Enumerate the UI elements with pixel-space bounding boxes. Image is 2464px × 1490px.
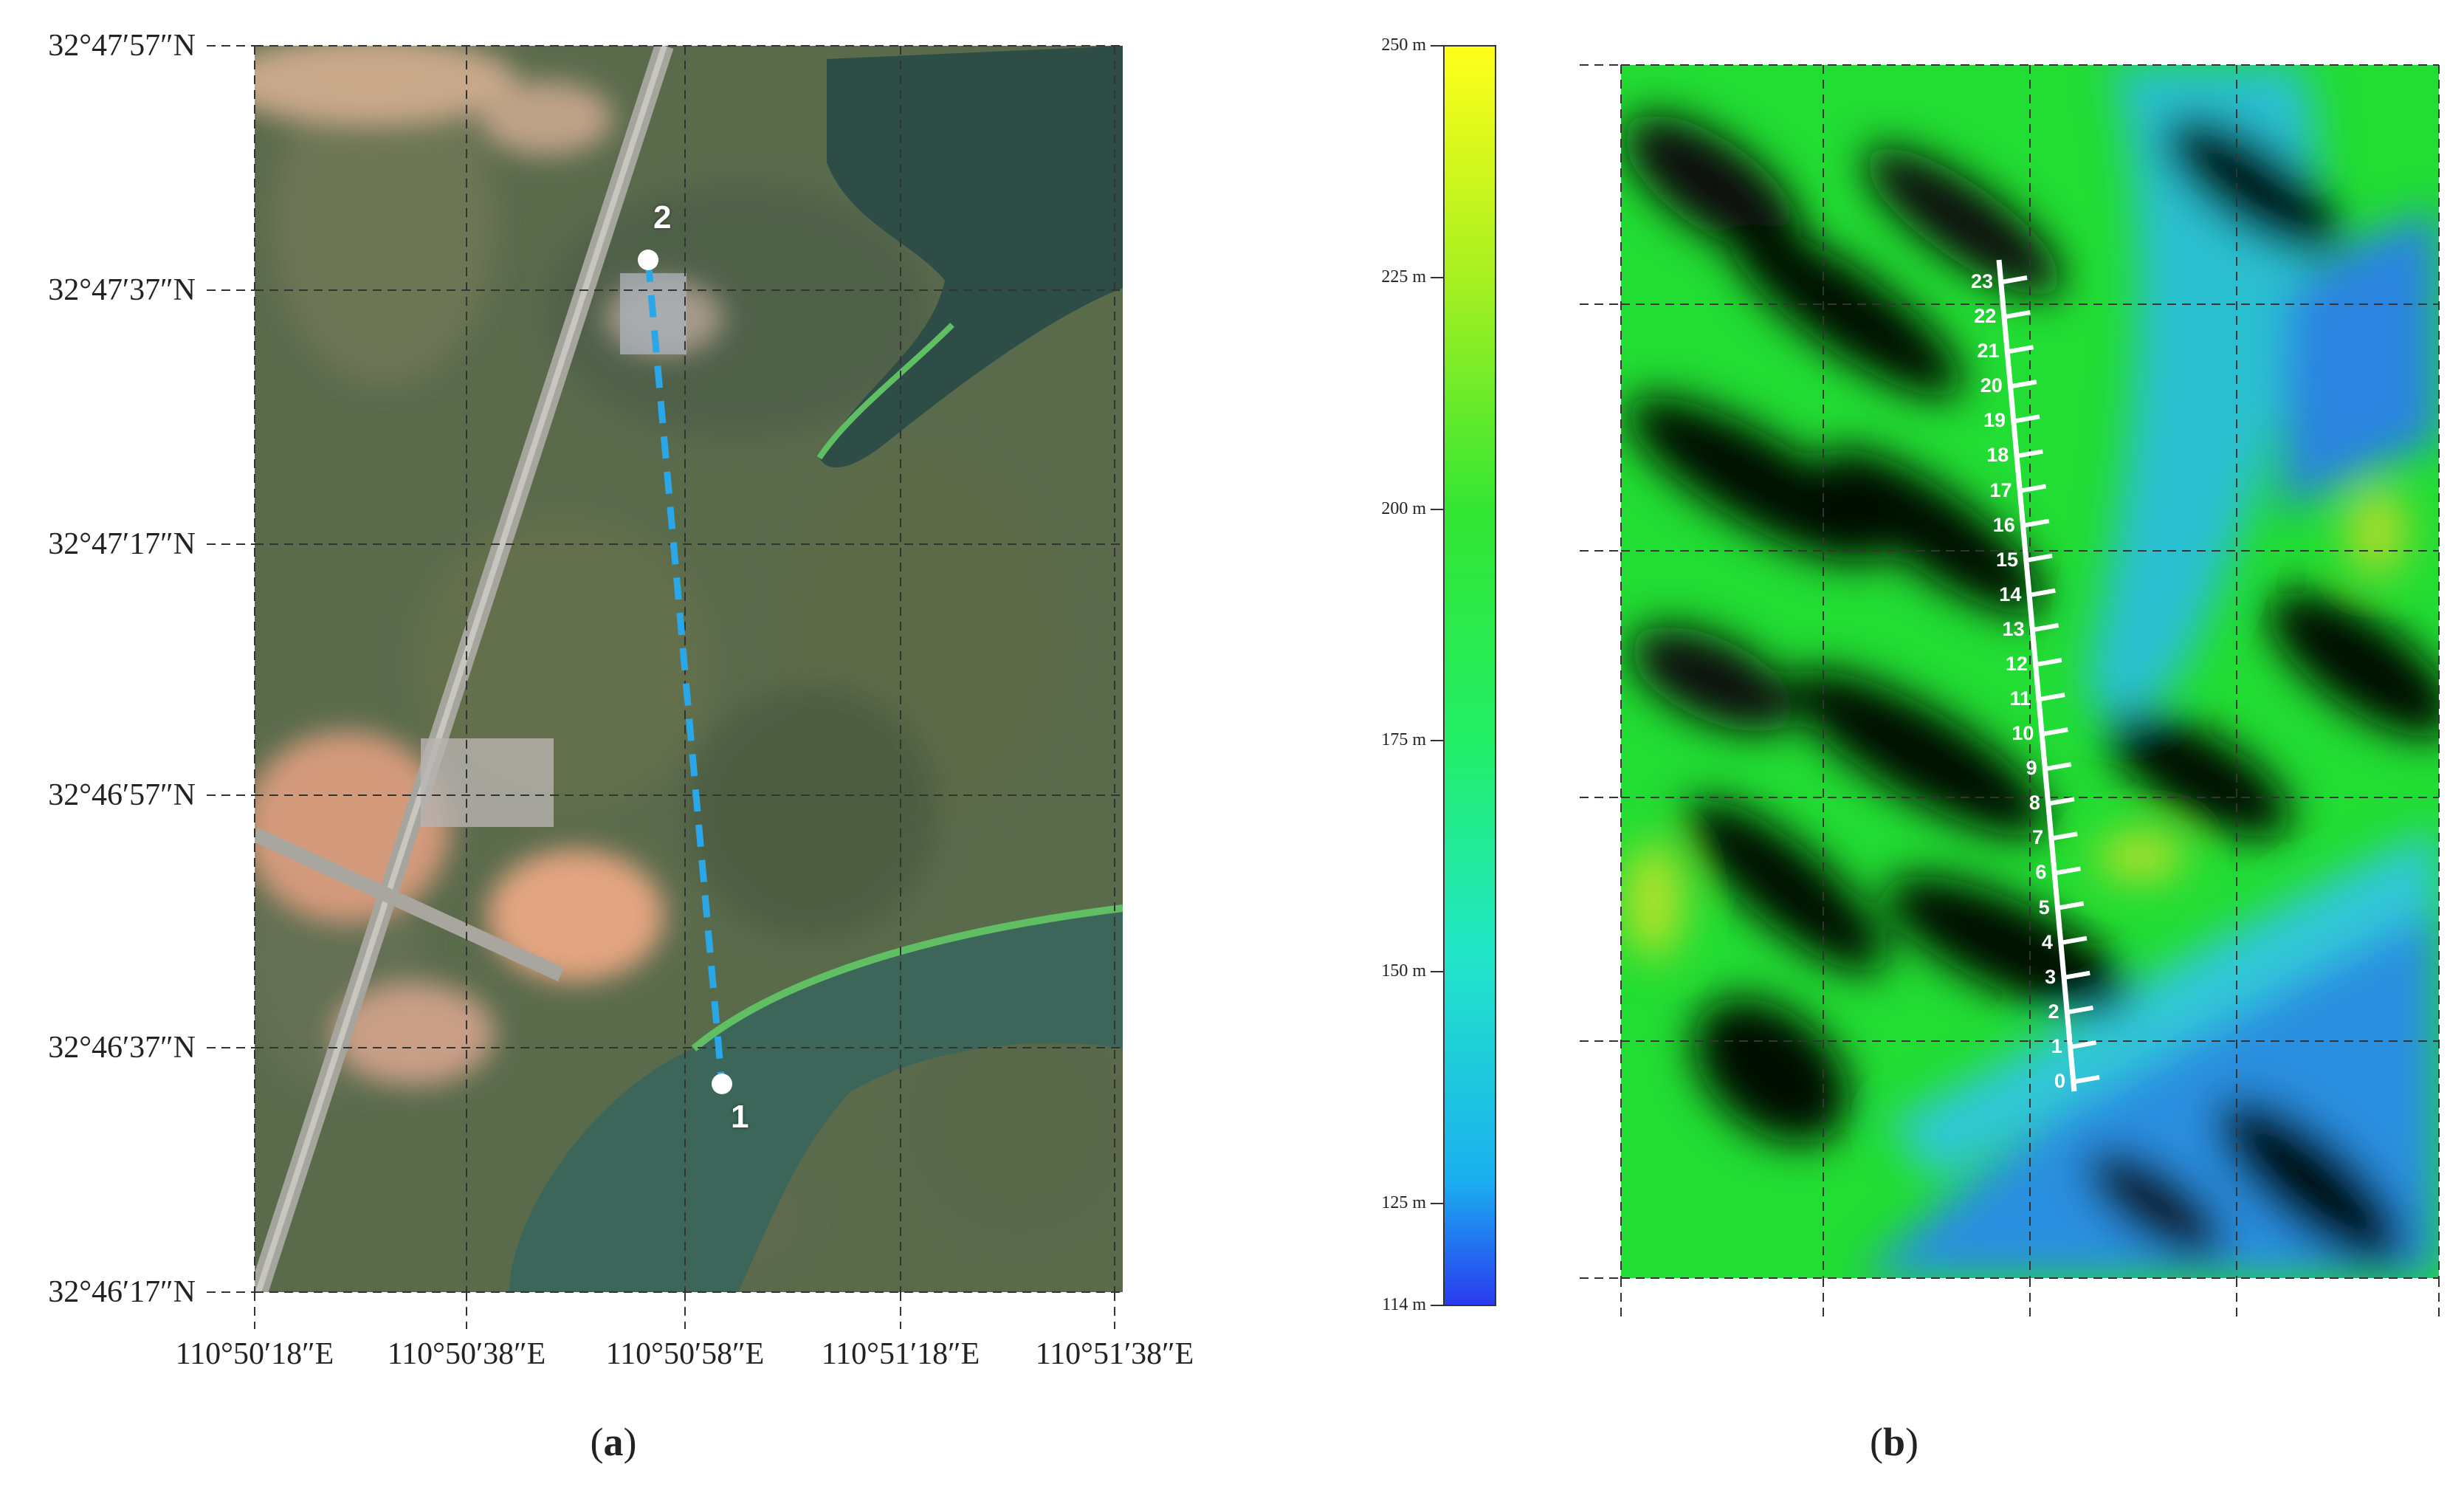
scale-tick (2026, 553, 2053, 563)
lat-label-2: 32°47′17″N (48, 527, 196, 561)
point-1-marker (712, 1074, 732, 1094)
scale-tick (2054, 866, 2081, 876)
colorbar-label-114: 114 m (1382, 1295, 1426, 1314)
scale-label: 13 (2002, 617, 2025, 640)
scale-label: 1 (2051, 1034, 2062, 1057)
colorbar-label-200: 200 m (1381, 499, 1426, 518)
lat-label-3: 32°46′57″N (48, 778, 196, 812)
lon-label-0: 110°50′18″E (175, 1337, 334, 1371)
scale-label: 19 (1983, 409, 2006, 432)
scale-tick (2048, 797, 2075, 806)
scale-tick (2029, 588, 2056, 597)
scale-tick (2067, 1005, 2093, 1014)
scale-tick (2045, 762, 2072, 772)
scale-label: 5 (2038, 896, 2050, 919)
scale-label: 6 (2035, 861, 2047, 884)
colorbar-label-150: 150 m (1381, 961, 1426, 981)
scale-tick (2074, 1075, 2100, 1084)
survey-scale-line (1996, 259, 2077, 1092)
scale-tick (2033, 622, 2059, 632)
scale-label: 0 (2054, 1070, 2065, 1092)
scale-label: 17 (1989, 478, 2012, 501)
lat-label-5: 32°46′17″N (48, 1275, 196, 1309)
lon-label-3: 110°51′18″E (821, 1337, 980, 1371)
lat-label-1: 32°47′37″N (48, 273, 196, 307)
scale-tick (2058, 901, 2085, 910)
scale-label: 16 (1992, 513, 2015, 536)
scale-label: 22 (1974, 305, 1997, 328)
scale-tick (2039, 693, 2065, 701)
scale-label: 7 (2032, 826, 2044, 849)
lat-label-4: 32°46′37″N (48, 1031, 196, 1065)
survey-line-a (644, 259, 726, 1085)
colorbar-label-225: 225 m (1381, 267, 1426, 286)
scale-tick (2001, 275, 2028, 284)
scale-tick (2008, 345, 2034, 354)
scale-label: 3 (2045, 965, 2057, 988)
lat-label-0: 32°47′57″N (48, 29, 196, 63)
satellite-imagery (255, 46, 1123, 1292)
scale-label: 14 (1999, 583, 2022, 605)
scale-label: 23 (1970, 270, 1993, 292)
scale-label: 15 (1996, 548, 2019, 571)
scale-tick (2017, 449, 2043, 459)
scale-tick (2071, 1040, 2097, 1049)
scale-tick (2061, 935, 2088, 945)
scale-label: 18 (1986, 444, 2009, 467)
scale-tick (2051, 831, 2078, 841)
lon-label-2: 110°50′58″E (605, 1337, 765, 1371)
lon-label-4: 110°51′38″E (1035, 1337, 1194, 1371)
colorbar-label-125: 125 m (1381, 1193, 1426, 1212)
scale-label: 4 (2041, 930, 2053, 953)
point-1-label: 1 (731, 1099, 749, 1135)
scale-label: 21 (1977, 340, 2000, 363)
scale-label: 9 (2026, 757, 2037, 780)
scale-label: 2 (2048, 1000, 2059, 1023)
point-2-label: 2 (653, 199, 672, 236)
survey-scale-ticks (2001, 275, 2100, 1084)
scale-tick (2011, 380, 2037, 389)
caption-a: (a) (590, 1420, 637, 1464)
elevation-model (1621, 65, 2439, 1278)
point-2-marker (638, 250, 658, 270)
caption-b: (b) (1869, 1420, 1918, 1464)
scale-tick (2023, 518, 2050, 528)
lon-label-1: 110°50′38″E (387, 1337, 546, 1371)
scale-tick (2004, 310, 2031, 320)
map-grid-b (1580, 64, 2440, 1318)
colorbar-label-175: 175 m (1381, 730, 1426, 749)
colorbar-ticks (1431, 45, 1444, 1306)
scale-label: 11 (2009, 687, 2031, 710)
scale-tick (2042, 727, 2068, 737)
elevation-colorbar (1443, 45, 1496, 1306)
scale-tick (2014, 414, 2040, 424)
colorbar-label-250: 250 m (1381, 35, 1426, 55)
scale-label: 8 (2028, 792, 2040, 814)
scale-label: 20 (1980, 374, 2003, 397)
scale-tick (2020, 484, 2047, 493)
scale-tick (2064, 970, 2090, 980)
scale-label: 10 (2012, 722, 2034, 745)
scale-label: 12 (2005, 652, 2028, 675)
scale-tick (2036, 658, 2062, 667)
